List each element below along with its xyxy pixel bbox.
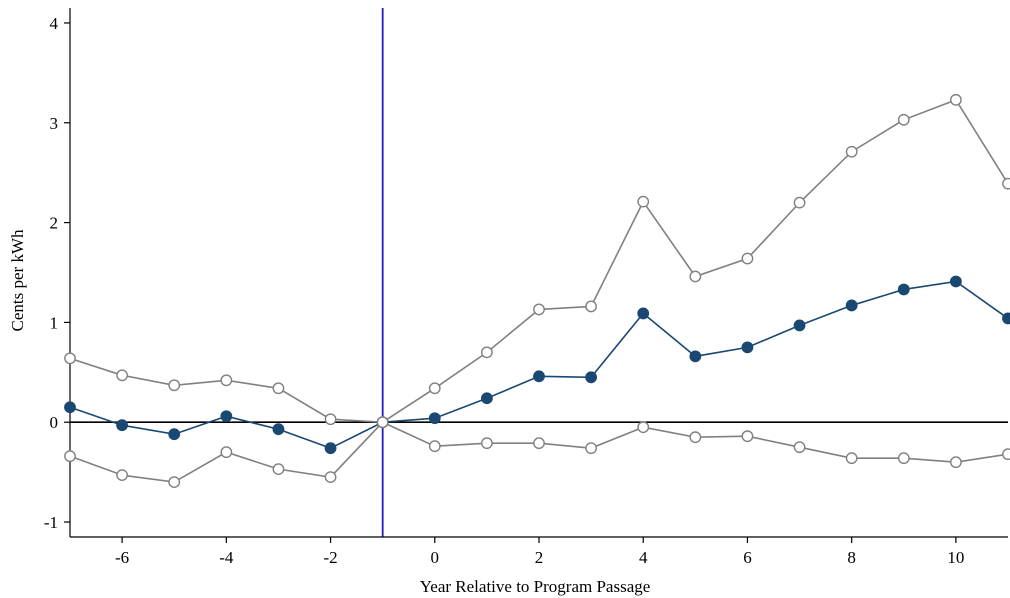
x-tick-label: 10 — [947, 548, 964, 567]
upper_ci-point — [897, 113, 910, 126]
x-tick-label: 6 — [743, 548, 752, 567]
upper_ci-point — [64, 352, 76, 365]
estimate-point — [220, 410, 233, 423]
y-tick-label: 3 — [50, 114, 59, 133]
estimate-point — [480, 392, 493, 405]
estimate-point — [1002, 312, 1010, 325]
upper_ci-point — [741, 252, 754, 265]
lower_ci-point — [376, 416, 389, 429]
lower_ci-point — [116, 469, 129, 482]
x-tick-label: 2 — [535, 548, 544, 567]
y-tick-label: 2 — [50, 214, 59, 233]
estimate-point — [272, 423, 285, 436]
y-tick-label: 4 — [50, 14, 59, 33]
lower_ci-point — [1002, 448, 1010, 461]
x-axis-title: Year Relative to Program Passage — [420, 577, 651, 596]
y-tick-label: -1 — [44, 513, 58, 532]
x-tick-label: 8 — [847, 548, 856, 567]
y-axis-title: Cents per kWh — [8, 229, 27, 331]
upper_ci-point — [637, 195, 650, 208]
estimate-point — [689, 350, 702, 363]
estimate-point — [585, 371, 598, 384]
upper_ci-point — [428, 382, 441, 395]
x-tick-label: 4 — [639, 548, 648, 567]
lower_ci-point — [689, 431, 702, 444]
upper_ci-point — [585, 300, 598, 313]
y-tick-label: 0 — [50, 413, 59, 432]
lower_ci-point — [741, 430, 754, 443]
upper_ci-point — [480, 346, 493, 359]
lower_ci-point — [533, 437, 545, 450]
lower_ci-point — [64, 450, 76, 463]
upper_ci-point — [168, 379, 181, 392]
estimate-point — [168, 428, 181, 441]
x-tick-label: 0 — [431, 548, 440, 567]
estimate-point — [324, 442, 337, 455]
lower_ci-point — [585, 442, 598, 455]
upper_ci-point — [533, 303, 545, 316]
estimate-point — [741, 341, 754, 354]
lower_ci-point — [845, 452, 858, 465]
upper_ci-point — [116, 369, 129, 382]
series-markers-layer — [64, 93, 1010, 489]
estimate-point — [949, 275, 962, 288]
lower_ci-point — [793, 441, 806, 454]
upper_ci-point — [1002, 177, 1010, 190]
lower_ci-point — [897, 452, 910, 465]
lower_ci-line — [69, 421, 1009, 483]
lower_ci-point — [480, 437, 493, 450]
estimate-point — [116, 419, 129, 432]
lower_ci-point — [428, 440, 441, 453]
estimate-point — [845, 299, 858, 312]
lower_ci-point — [637, 421, 650, 434]
upper_ci-point — [220, 374, 233, 387]
estimate-point — [897, 283, 910, 296]
lower_ci-point — [272, 463, 285, 476]
lower_ci-point — [220, 446, 233, 459]
estimate-point — [533, 370, 545, 383]
upper_ci-point — [845, 145, 858, 158]
series-lines-layer — [69, 8, 1009, 537]
estimate-point — [428, 412, 441, 425]
upper_ci-point — [949, 93, 962, 106]
upper_ci-point — [272, 382, 285, 395]
y-tick-label: 1 — [50, 313, 59, 332]
upper_ci-point — [793, 196, 806, 209]
lower_ci-point — [324, 471, 337, 484]
lower_ci-point — [949, 456, 962, 469]
x-tick-label: -2 — [323, 548, 337, 567]
estimate-point — [637, 307, 650, 320]
upper_ci-point — [689, 270, 702, 283]
upper_ci-point — [324, 413, 337, 426]
estimate-point — [64, 401, 76, 414]
estimate-point — [793, 319, 806, 332]
axes-layer: -1 0 1 2 3 4 -6 -4 -2 0 2 4 6 8 10 — [44, 8, 1008, 567]
lower_ci-point — [168, 476, 181, 489]
x-tick-label: -6 — [115, 548, 129, 567]
x-tick-label: -4 — [219, 548, 234, 567]
